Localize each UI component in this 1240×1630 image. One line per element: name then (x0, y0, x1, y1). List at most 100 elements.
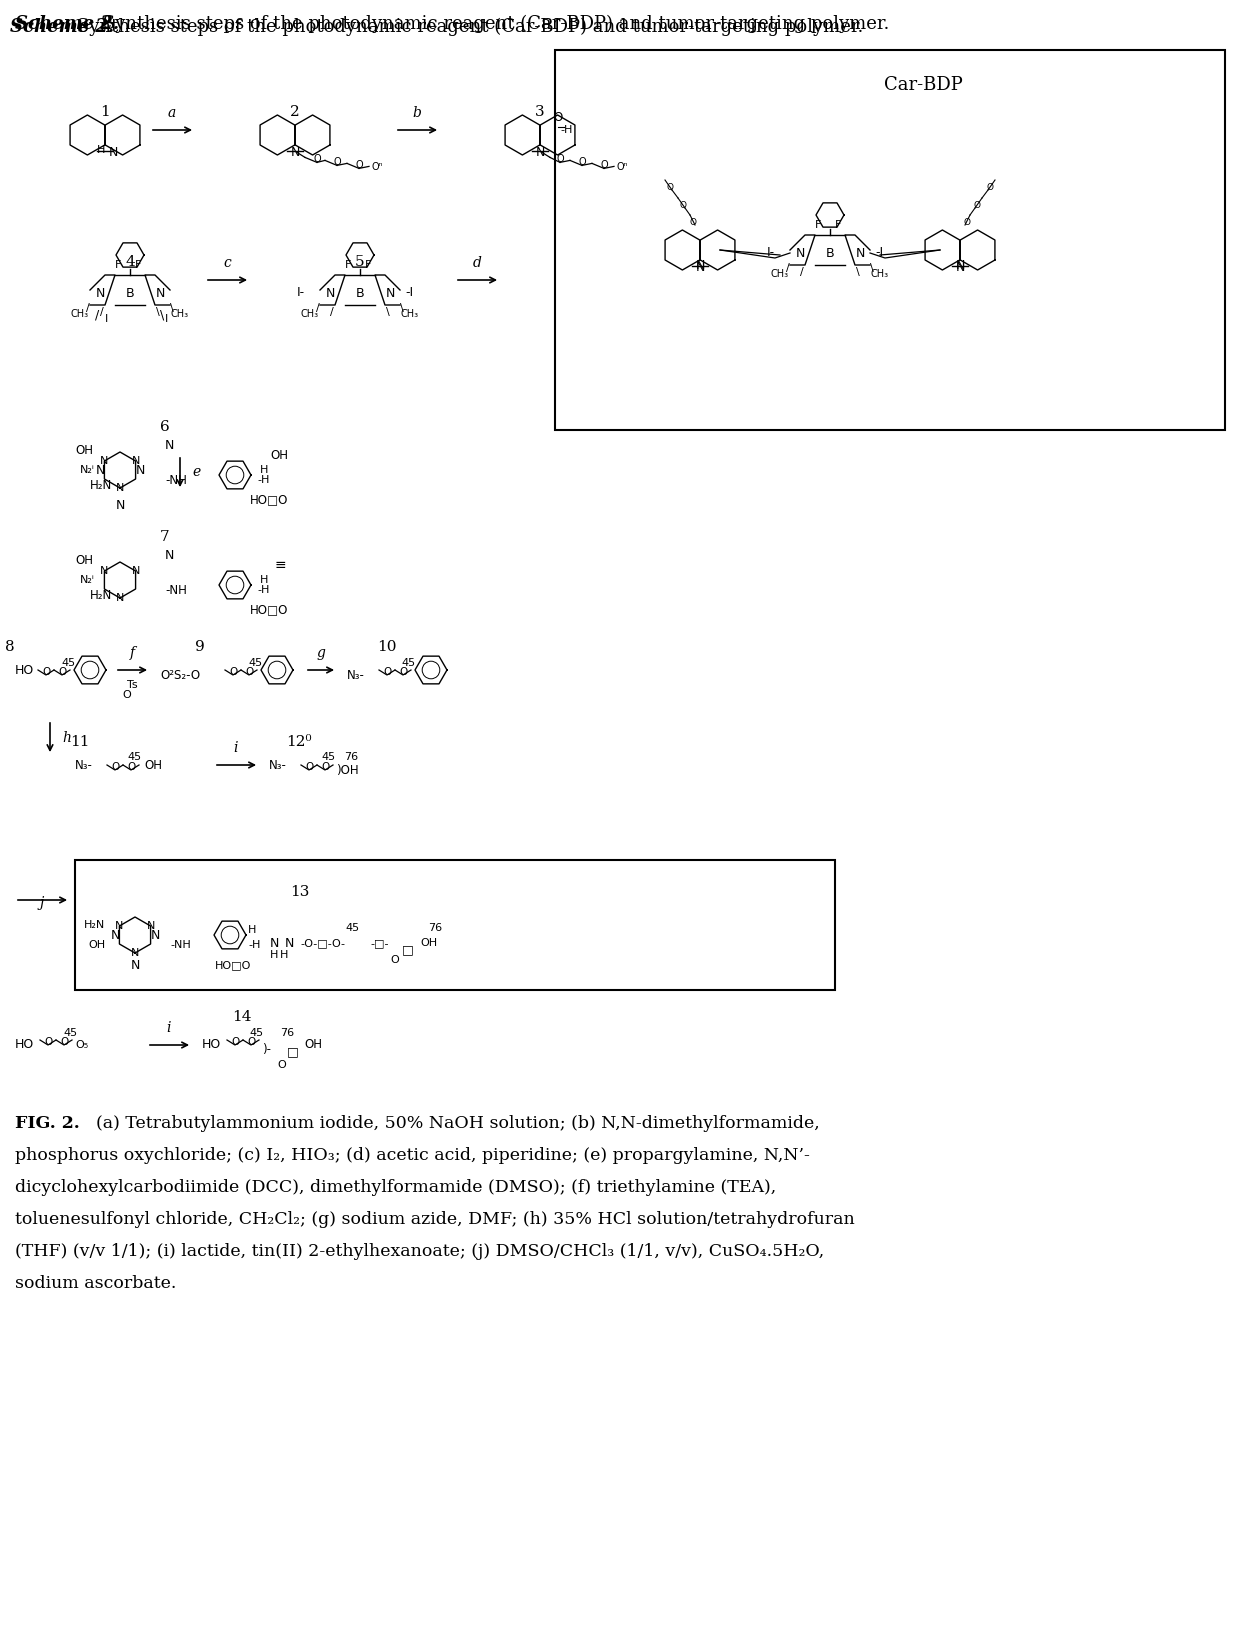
Text: F: F (345, 261, 351, 271)
Text: F: F (835, 220, 841, 230)
Text: B: B (826, 246, 835, 259)
Text: O: O (553, 111, 563, 124)
Text: N: N (100, 456, 109, 466)
Text: i: i (234, 742, 238, 755)
Text: 6: 6 (160, 421, 170, 434)
Text: F: F (365, 261, 371, 271)
Text: 45: 45 (250, 1029, 264, 1038)
Text: O: O (123, 689, 131, 699)
Text: 10: 10 (377, 641, 397, 654)
Text: H: H (97, 145, 105, 155)
Text: O: O (391, 955, 399, 965)
Text: N: N (131, 566, 140, 575)
Text: N₃-: N₃- (347, 668, 365, 681)
Text: CH₃: CH₃ (870, 269, 889, 279)
Text: e: e (192, 465, 200, 479)
Text: /: / (786, 262, 790, 272)
Text: I: I (165, 315, 169, 324)
Text: OH: OH (270, 448, 288, 461)
Text: N: N (155, 287, 165, 300)
Text: H: H (260, 465, 268, 474)
Text: Synthesis steps of the photodynamic reagent (Car-BDP) and tumor-targeting polyme: Synthesis steps of the photodynamic reag… (71, 18, 863, 36)
Text: 9: 9 (195, 641, 205, 654)
Text: N: N (165, 549, 175, 561)
Text: \: \ (401, 303, 404, 313)
Text: Car-BDP: Car-BDP (884, 77, 963, 95)
Text: g: g (316, 645, 325, 660)
Text: /: / (330, 306, 334, 316)
Text: O: O (229, 667, 237, 676)
Text: N: N (115, 482, 124, 492)
Text: CH₃: CH₃ (171, 310, 188, 319)
Text: O: O (557, 155, 564, 165)
Text: -H: -H (257, 474, 269, 486)
Text: CH₃: CH₃ (71, 310, 89, 319)
Text: N₂ⁱ: N₂ⁱ (81, 575, 95, 585)
Text: -H: -H (257, 585, 269, 595)
Text: (THF) (v/v 1/1); (i) lactide, tin(II) 2-ethylhexanoate; (j) DMSO/CHCl₃ (1/1, v/v: (THF) (v/v 1/1); (i) lactide, tin(II) 2-… (15, 1244, 825, 1260)
Text: /: / (100, 306, 104, 316)
Text: □: □ (286, 1045, 299, 1058)
Text: N: N (955, 261, 965, 274)
Text: N: N (795, 246, 805, 259)
Text: □: □ (402, 944, 414, 957)
Text: 1: 1 (100, 104, 110, 119)
Text: O: O (689, 217, 697, 227)
Text: O: O (680, 200, 687, 210)
Text: H: H (270, 950, 278, 960)
Text: \: \ (156, 306, 160, 316)
Text: O: O (58, 667, 66, 676)
Text: \: \ (386, 306, 389, 316)
Text: -O-□-O-: -O-□-O- (300, 937, 345, 949)
Text: O²S₂-O: O²S₂-O (160, 668, 200, 681)
Text: 45: 45 (248, 659, 262, 668)
Text: c: c (223, 256, 231, 271)
Text: 12⁰: 12⁰ (286, 735, 311, 750)
Text: -NH: -NH (165, 584, 187, 597)
Text: -NH: -NH (165, 473, 187, 486)
Text: 2: 2 (290, 104, 300, 119)
Text: N: N (109, 147, 118, 158)
Text: /: / (316, 303, 320, 313)
Text: O₅: O₅ (74, 1040, 88, 1050)
Text: b: b (413, 106, 422, 121)
Text: )OH: )OH (336, 763, 358, 776)
Text: N: N (100, 566, 109, 575)
Text: N: N (696, 261, 704, 274)
Text: N: N (856, 246, 864, 259)
Text: 76: 76 (280, 1029, 294, 1038)
Text: phosphorus oxychloride; (c) I₂, HIO₃; (d) acetic acid, piperidine; (e) propargyl: phosphorus oxychloride; (c) I₂, HIO₃; (d… (15, 1148, 810, 1164)
Text: O: O (231, 1037, 239, 1046)
Text: 3: 3 (536, 104, 544, 119)
Text: H: H (260, 575, 268, 585)
Text: 14: 14 (232, 1011, 252, 1024)
Text: O: O (973, 200, 981, 210)
Text: H: H (248, 924, 257, 936)
Text: F: F (135, 261, 141, 271)
Text: N: N (130, 958, 140, 971)
Text: N: N (135, 463, 145, 476)
Text: N₃-: N₃- (74, 758, 93, 771)
Text: N: N (386, 287, 394, 300)
Text: N: N (696, 259, 704, 272)
Text: O: O (963, 217, 971, 227)
Text: O: O (321, 761, 329, 773)
Text: OH: OH (144, 758, 162, 771)
Text: 45: 45 (61, 659, 76, 668)
Text: B: B (356, 287, 365, 300)
Text: O: O (578, 158, 585, 168)
Text: N: N (110, 929, 120, 942)
Text: O: O (42, 667, 50, 676)
Text: F: F (115, 261, 122, 271)
Text: 45: 45 (63, 1029, 77, 1038)
Text: N₃-: N₃- (269, 758, 286, 771)
Text: N: N (95, 463, 104, 476)
Text: sodium ascorbate.: sodium ascorbate. (15, 1275, 176, 1293)
Text: O: O (399, 667, 407, 676)
Text: 76: 76 (343, 751, 358, 761)
Text: O: O (355, 160, 363, 171)
Text: O: O (126, 761, 135, 773)
Text: OH: OH (88, 941, 105, 950)
Text: N: N (270, 937, 279, 950)
Text: CH₃: CH₃ (301, 310, 319, 319)
